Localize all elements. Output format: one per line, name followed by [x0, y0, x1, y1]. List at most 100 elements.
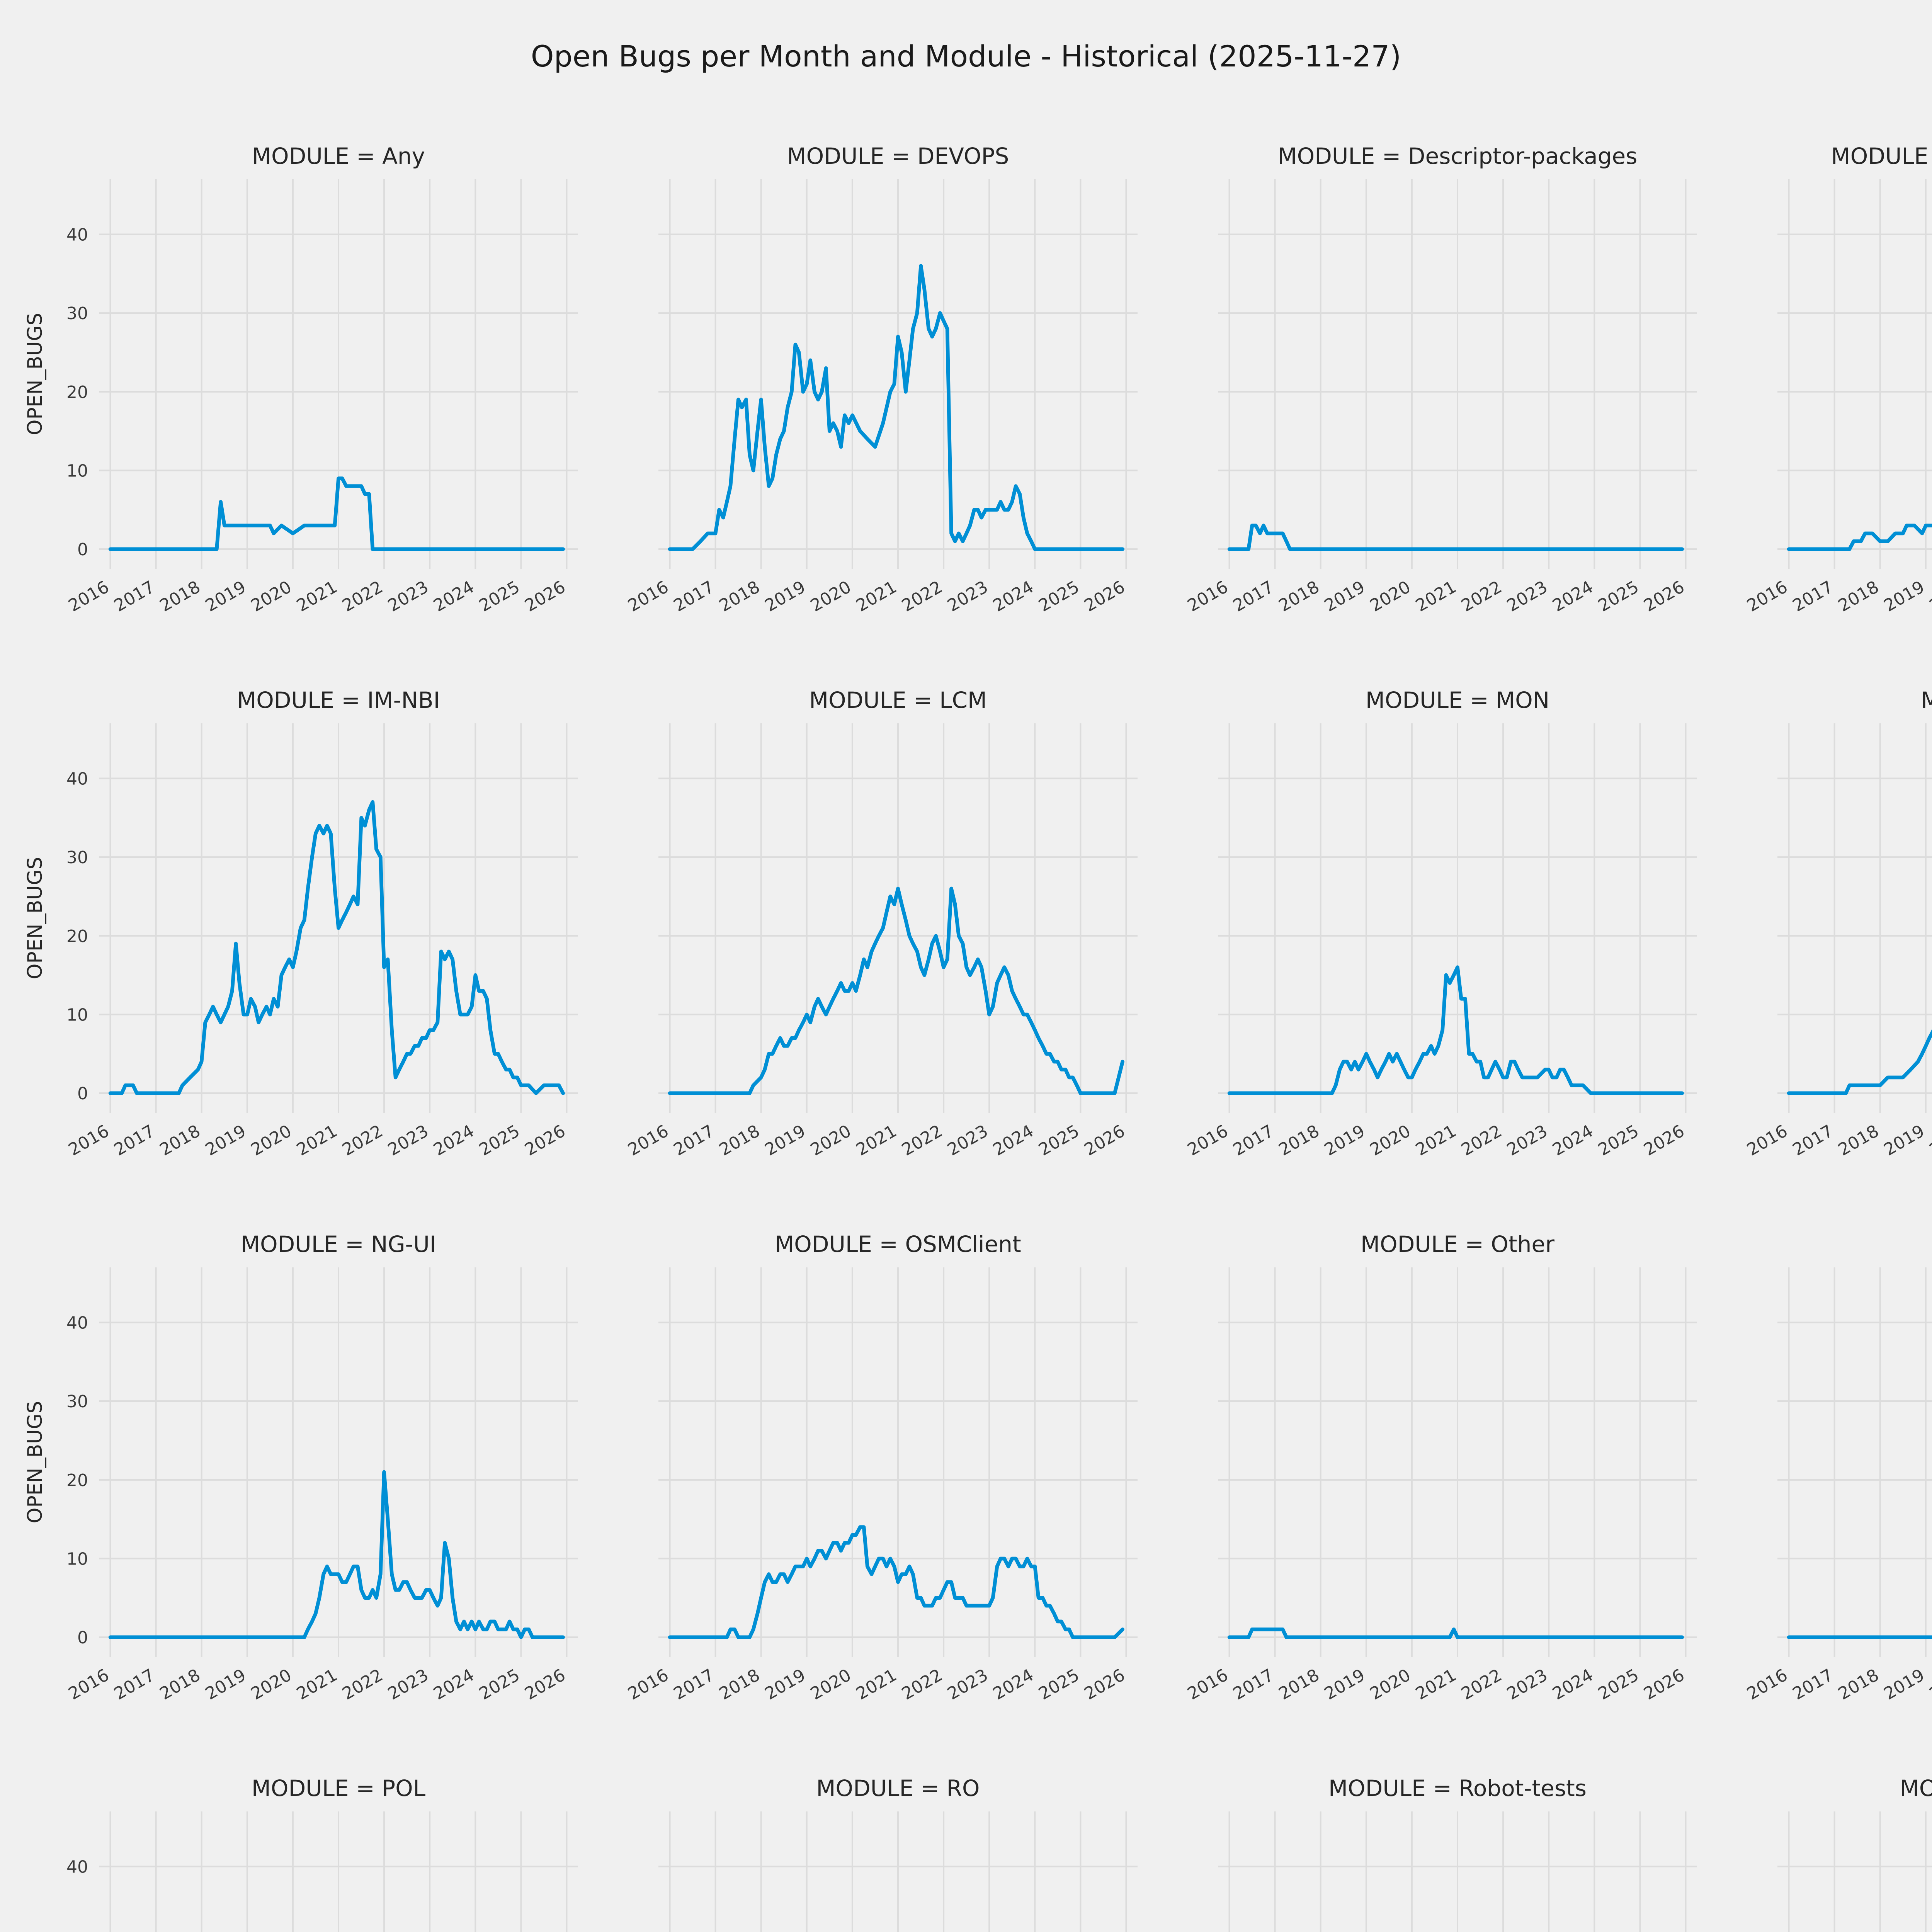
x-tick-label: 2025: [1035, 1665, 1082, 1704]
x-tick-label: 2018: [1276, 577, 1323, 616]
y-tick-label: 20: [66, 383, 88, 402]
open-bugs-line: [108, 476, 565, 551]
x-tick-label: 2016: [1744, 1121, 1791, 1160]
x-tick-label: 2018: [156, 1665, 204, 1704]
x-tick-label: 2026: [1081, 1121, 1128, 1160]
x-tick-label: 2020: [1926, 1665, 1932, 1704]
x-tick-label: 2017: [1230, 1121, 1277, 1160]
facet-pol: MODULE = POL 2016201720182019202020212022…: [28, 1771, 578, 1932]
x-tick-label: 2025: [1595, 577, 1642, 616]
x-tick-label: 2023: [1503, 577, 1551, 616]
facet-n2vc: MODULE = N2VC201620172018201920202021202…: [1706, 683, 1932, 1196]
x-tick-label: 2019: [202, 577, 249, 616]
x-tick-label: 2020: [1926, 577, 1932, 616]
x-tick-label: 2017: [1230, 1665, 1277, 1704]
x-tick-label: 2024: [1549, 1665, 1596, 1704]
x-tick-label: 2022: [1458, 1121, 1505, 1160]
facet-plot: 2016201720182019202020212022202320242025…: [1744, 179, 1932, 616]
x-tick-label: 2018: [1835, 577, 1882, 616]
open-bugs-line: [1227, 965, 1684, 1095]
facet-title: MODULE = Other: [1361, 1233, 1554, 1258]
x-tick-label: 2019: [1881, 577, 1928, 616]
open-bugs-line: [668, 886, 1124, 1095]
x-tick-label: 2019: [1881, 1665, 1928, 1704]
x-tick-label: 2016: [625, 1665, 672, 1704]
x-tick-label: 2025: [1035, 1121, 1082, 1160]
x-tick-label: 2021: [1412, 1665, 1459, 1704]
x-tick-label: 2018: [1276, 1665, 1323, 1704]
x-tick-label: 2024: [430, 1121, 477, 1160]
x-tick-label: 2023: [384, 1121, 432, 1160]
x-tick-label: 2022: [898, 577, 946, 616]
y-axis-label: OPEN_BUGS: [24, 1401, 47, 1523]
y-tick-label: 10: [66, 1005, 88, 1025]
x-tick-label: 2018: [716, 577, 763, 616]
facet-plot: 2016201720182019202020212022202320242025…: [66, 1811, 578, 1932]
open-bugs-line: [1787, 1635, 1932, 1639]
x-tick-label: 2017: [1789, 577, 1837, 616]
facet-title: MODULE = MON: [1365, 689, 1550, 714]
facet-plot: 2016201720182019202020212022202320242025…: [1184, 179, 1697, 616]
y-tick-label: 30: [66, 848, 88, 867]
x-tick-label: 2022: [1458, 577, 1505, 616]
facet-osmclient: MODULE = OSMClient 2016 2017 2018 2019 2020 20…: [587, 1227, 1138, 1740]
x-tick-label: 2026: [1081, 577, 1128, 616]
facet-plot: 2016201720182019202020212022202320242025…: [1744, 723, 1932, 1160]
x-tick-label: 2024: [1549, 577, 1596, 616]
x-tick-label: 2016: [1744, 1665, 1791, 1704]
x-tick-label: 2020: [807, 1121, 854, 1160]
x-tick-label: 2021: [1412, 577, 1459, 616]
open-bugs-line: [1787, 524, 1932, 551]
facet-title: MODULE = PLA: [1777, 1227, 1932, 1267]
facet-im-nbi: MODULE = IM-NBI 2016 2017 2018 2019 2020 2021 2…: [24, 683, 578, 1196]
x-tick-label: 2016: [65, 577, 112, 616]
x-tick-label: 2021: [853, 1665, 900, 1704]
x-tick-label: 2026: [1640, 1665, 1687, 1704]
x-tick-label: 2023: [944, 577, 991, 616]
x-tick-label: 2018: [1835, 1121, 1882, 1160]
y-tick-label: 20: [66, 927, 88, 946]
y-tick-label: 30: [66, 1392, 88, 1412]
y-tick-label: 40: [66, 769, 88, 789]
x-tick-label: 2017: [111, 1121, 158, 1160]
x-tick-label: 2020: [1367, 577, 1414, 616]
facet-title: MODULE = Descriptor-packages: [1277, 145, 1638, 170]
x-tick-label: 2023: [384, 1665, 432, 1704]
facet-title: MODULE = Documentation / Wiki: [1831, 145, 1932, 170]
x-tick-label: 2018: [1835, 1665, 1882, 1704]
x-tick-label: 2023: [944, 1121, 991, 1160]
x-tick-label: 2016: [1184, 1665, 1231, 1704]
x-tick-label: 2016: [1184, 1121, 1231, 1160]
x-tick-label: 2016: [625, 1121, 672, 1160]
x-tick-label: 2016: [625, 577, 672, 616]
facet-plot: 2016201720182019202020212022202320242025…: [1777, 1811, 1932, 1932]
x-tick-label: 2017: [111, 577, 158, 616]
facet-plot: 2016201720182019202020212022202320242025…: [625, 179, 1138, 616]
facet-any: MODULE = Any 2016 2017 2018 2019 2020 2021 2022…: [24, 139, 578, 652]
x-tick-label: 2019: [762, 1121, 809, 1160]
facet-title: MODULE = Any: [252, 145, 425, 170]
x-tick-label: 2023: [1503, 1121, 1551, 1160]
facet-plot: 2016201720182019202020212022202320242025…: [1744, 1267, 1932, 1704]
x-tick-label: 2020: [248, 1121, 295, 1160]
x-tick-label: 2022: [339, 1121, 386, 1160]
x-tick-label: 2025: [476, 577, 523, 616]
x-tick-label: 2018: [1276, 1121, 1323, 1160]
x-tick-label: 2021: [853, 1121, 900, 1160]
facet-plot: 2016201720182019202020212022202320242025…: [24, 723, 578, 1160]
x-tick-label: 2020: [248, 577, 295, 616]
facet-ro: MODULE = RO 20162017201820192020202120222…: [587, 1771, 1138, 1932]
x-tick-label: 2021: [293, 1121, 340, 1160]
facet-title: MODULE = RO: [816, 1777, 980, 1802]
facet-devops: MODULE = DEVOPS 2016 2017 2018 2019 2020 2021 2…: [587, 139, 1138, 652]
open-bugs-line: [1227, 524, 1684, 551]
x-tick-label: 2017: [670, 1121, 718, 1160]
x-tick-label: 2025: [1035, 577, 1082, 616]
x-tick-label: 2020: [807, 1665, 854, 1704]
x-tick-label: 2023: [944, 1665, 991, 1704]
facet-plot: 2016201720182019202020212022202320242025…: [658, 1811, 1138, 1932]
x-tick-label: 2026: [521, 577, 568, 616]
x-tick-label: 2025: [476, 1121, 523, 1160]
